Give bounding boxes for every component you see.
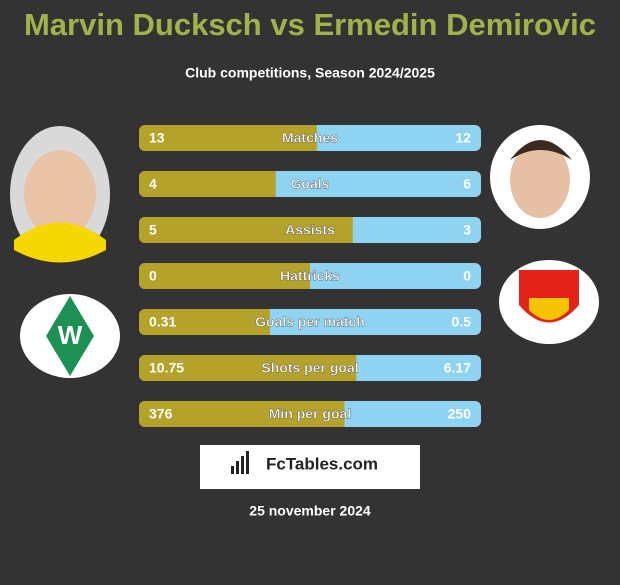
right-value: 6.17 (444, 360, 471, 376)
row-label: Goals per match (255, 314, 365, 330)
club-left-diamond (46, 296, 94, 376)
bar-left (139, 217, 353, 243)
row-label: Assists (285, 222, 335, 238)
right-value: 6 (463, 176, 471, 192)
player-right-face (510, 142, 570, 218)
left-value: 5 (149, 222, 157, 238)
left-value: 0.31 (149, 314, 176, 330)
title: Marvin Ducksch vs Ermedin Demirovic (24, 7, 596, 42)
club-left-letter: W (58, 320, 83, 350)
row-label: Goals (291, 176, 330, 192)
player-right-hair (510, 140, 572, 160)
logo-icon (231, 451, 249, 474)
bar-left (139, 401, 345, 427)
logo-text: FcTables.com (266, 454, 378, 473)
left-value: 10.75 (149, 360, 184, 376)
right-value: 0.5 (452, 314, 472, 330)
bar-left (139, 309, 270, 335)
right-value: 12 (455, 130, 471, 146)
row-label: Min per goal (269, 406, 351, 422)
left-value: 376 (149, 406, 173, 422)
right-value: 3 (463, 222, 471, 238)
bar-left (139, 125, 317, 151)
row-label: Hattricks (280, 268, 340, 284)
club-right-band (529, 298, 569, 320)
left-value: 0 (149, 268, 157, 284)
right-value: 250 (448, 406, 472, 422)
player-left-shirt (14, 222, 106, 263)
bar-left (139, 355, 357, 381)
row-label: Shots per goal (261, 360, 358, 376)
date: 25 november 2024 (249, 503, 371, 519)
left-value: 4 (149, 176, 157, 192)
left-value: 13 (149, 130, 165, 146)
player-left-face (24, 150, 96, 238)
bar-left (139, 263, 310, 289)
subtitle: Club competitions, Season 2024/2025 (185, 65, 435, 81)
right-value: 0 (463, 268, 471, 284)
row-label: Matches (282, 130, 338, 146)
bar-left (139, 171, 276, 197)
